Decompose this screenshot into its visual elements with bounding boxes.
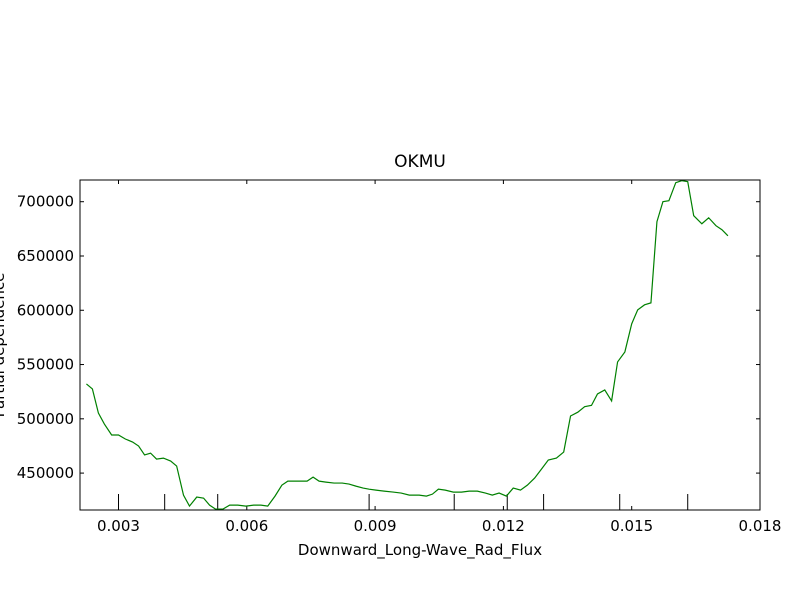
x-tick-label: 0.015 xyxy=(610,517,653,535)
x-tick-label: 0.018 xyxy=(739,517,782,535)
x-tick-label: 0.003 xyxy=(97,517,140,535)
x-tick-label: 0.006 xyxy=(225,517,268,535)
x-axis-label: Downward_Long-Wave_Rad_Flux xyxy=(298,541,542,560)
y-axis-label: Partial dependence xyxy=(0,273,8,418)
y-tick-label: 650000 xyxy=(17,247,74,265)
y-tick-label: 450000 xyxy=(17,464,74,482)
y-tick-label: 500000 xyxy=(17,410,74,428)
x-tick-label: 0.009 xyxy=(354,517,397,535)
x-tick-label: 0.012 xyxy=(482,517,525,535)
y-tick-label: 700000 xyxy=(17,193,74,211)
chart-title: OKMU xyxy=(394,152,446,172)
y-tick-label: 600000 xyxy=(17,301,74,319)
data-line xyxy=(86,180,729,510)
plot-frame xyxy=(79,179,761,511)
y-tick-label: 550000 xyxy=(17,356,74,374)
